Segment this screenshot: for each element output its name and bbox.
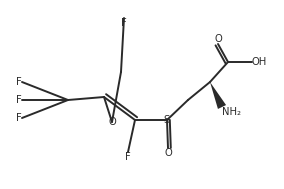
Text: S: S (164, 115, 170, 125)
Text: F: F (16, 95, 22, 105)
Polygon shape (210, 82, 226, 109)
Text: F: F (121, 18, 127, 28)
Text: F: F (16, 77, 22, 87)
Text: O: O (164, 148, 172, 158)
Text: F: F (16, 113, 22, 123)
Text: NH₂: NH₂ (222, 107, 241, 117)
Text: O: O (214, 34, 222, 44)
Text: F: F (125, 152, 131, 162)
Text: O: O (108, 117, 116, 127)
Text: OH: OH (252, 57, 267, 67)
